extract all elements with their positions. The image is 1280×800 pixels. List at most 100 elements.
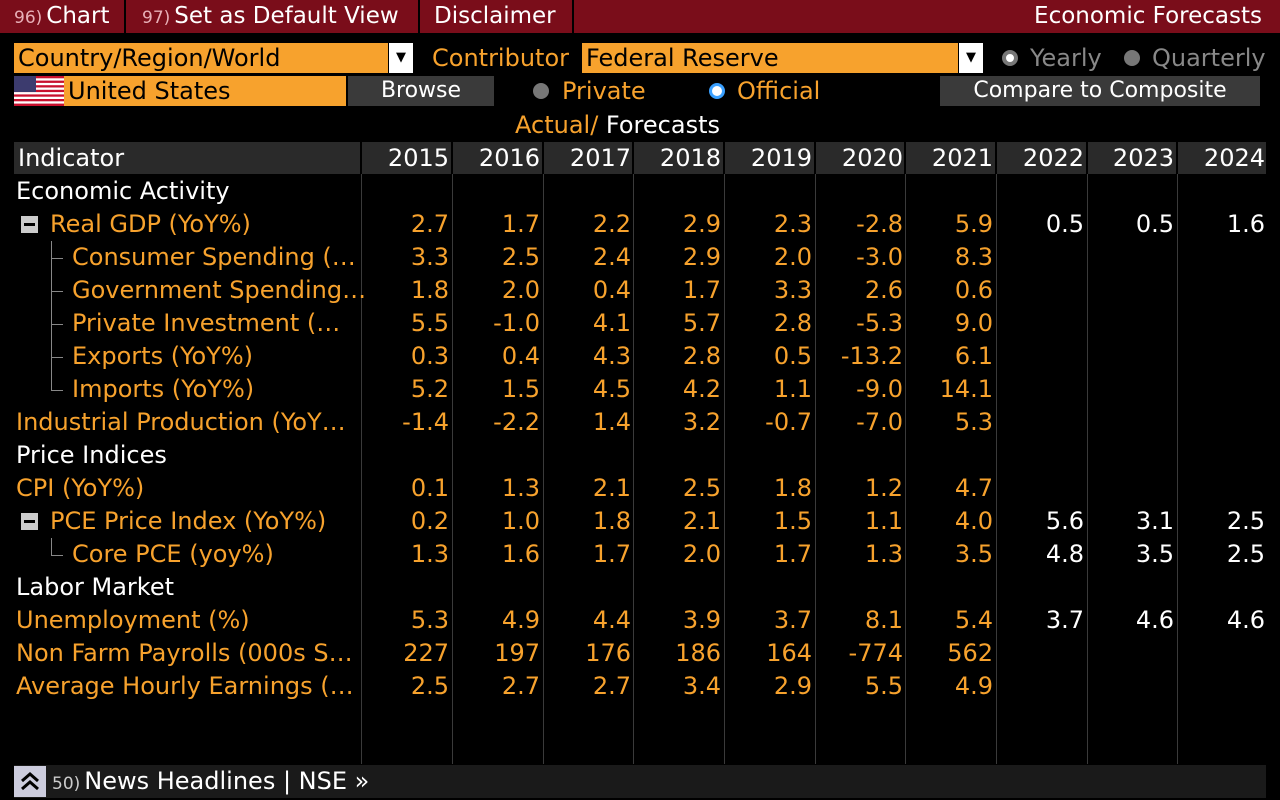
table-row[interactable]: Consumer Spending (… 3.3 2.5 2.4 2.9 2.0 -3.0 8…: [0, 241, 1280, 274]
region-select[interactable]: Country/Region/World: [14, 43, 388, 73]
value-cell: 2.5: [1226, 540, 1265, 568]
footer-bar: [14, 765, 1266, 798]
indicator-label: Industrial Production (YoY…: [16, 408, 346, 436]
value-cell: [1185, 241, 1265, 274]
collapse-up-icon[interactable]: [14, 766, 46, 797]
official-label: Official: [737, 77, 821, 105]
value-cell: 4.9: [501, 606, 540, 634]
value-cell: 3.4: [682, 672, 721, 700]
indicator-label: Private Investment (…: [72, 309, 341, 337]
chevron-down-icon[interactable]: ▼: [959, 43, 983, 73]
value-cell: 1.7: [682, 276, 721, 304]
table-row[interactable]: CPI (YoY%) 0.1 1.3 2.1 2.5 1.8 1.2 4.7: [0, 472, 1280, 505]
value-cell: 4.0: [954, 507, 993, 535]
value-cell: 1.4: [592, 408, 631, 436]
indicator-label: CPI (YoY%): [16, 474, 145, 502]
value-cell: -13.2: [840, 342, 903, 370]
value-cell: 0.4: [592, 276, 631, 304]
value-cell: [1094, 670, 1174, 703]
table-row[interactable]: Non Farm Payrolls (000s S… 227 197 176 186 16…: [0, 637, 1280, 670]
table-row[interactable]: Real GDP (YoY%) 2.7 1.7 2.2 2.9 2.3 -2.8 5.9 0.5…: [0, 208, 1280, 241]
value-cell: [1185, 340, 1265, 373]
browse-button[interactable]: Browse: [348, 76, 494, 106]
value-cell: [1004, 274, 1084, 307]
year-header: 2024: [1203, 144, 1265, 172]
value-cell: 2.5: [682, 474, 721, 502]
table-row[interactable]: Private Investment (… 5.5 -1.0 4.1 5.7 2.8 -5.…: [0, 307, 1280, 340]
page-title: Economic Forecasts: [1034, 3, 1262, 29]
table-row[interactable]: Average Hourly Earnings (… 2.5 2.7 2.7 3.4 2.…: [0, 670, 1280, 703]
value-cell: 5.9: [954, 210, 993, 238]
value-cell: 1.3: [410, 540, 449, 568]
table-row[interactable]: Industrial Production (YoY… -1.4 -2.2 1.4 3.…: [0, 406, 1280, 439]
value-cell: 2.6: [864, 276, 903, 304]
news-headlines-link[interactable]: 50) News Headlines | NSE »: [52, 767, 370, 795]
collapse-minus-icon[interactable]: [21, 513, 38, 530]
quarterly-radio[interactable]: [1124, 50, 1140, 66]
yearly-radio[interactable]: [1002, 50, 1018, 66]
collapse-minus-icon[interactable]: [21, 216, 38, 233]
value-cell: 2.9: [682, 210, 721, 238]
value-cell: [1185, 373, 1265, 406]
chevron-down-icon[interactable]: ▼: [389, 43, 413, 73]
chart-button[interactable]: 96) Chart: [14, 3, 110, 29]
value-cell: 4.6: [1135, 606, 1174, 634]
value-cell: 0.6: [954, 276, 993, 304]
table-row[interactable]: Core PCE (yoy%) 1.3 1.6 1.7 2.0 1.7 1.3 3.5 4.8 3…: [0, 538, 1280, 571]
value-cell: 6.1: [954, 342, 993, 370]
value-cell: -9.0: [856, 375, 903, 403]
value-cell: 5.5: [410, 309, 449, 337]
value-cell: [1004, 670, 1084, 703]
private-radio[interactable]: [533, 83, 549, 99]
disclaimer-button[interactable]: Disclaimer: [434, 3, 556, 29]
value-cell: [1094, 406, 1174, 439]
value-cell: 5.3: [410, 606, 449, 634]
toolbar-divider: [124, 0, 126, 33]
tree-line: [51, 307, 52, 340]
table-header: [14, 142, 1266, 174]
header-divider: [723, 142, 725, 174]
section-header-row: Price Indices: [0, 439, 1280, 472]
toolbar-divider: [572, 0, 574, 33]
toolbar-divider: [418, 0, 420, 33]
indicator-label: PCE Price Index (YoY%): [50, 507, 327, 535]
value-cell: 4.3: [592, 342, 631, 370]
table-row[interactable]: PCE Price Index (YoY%) 0.2 1.0 1.8 2.1 1.5 1.1…: [0, 505, 1280, 538]
section-title: Labor Market: [16, 573, 174, 601]
compare-to-composite-button[interactable]: Compare to Composite: [940, 76, 1260, 106]
section-header-row: Economic Activity: [0, 175, 1280, 208]
value-cell: 0.4: [501, 342, 540, 370]
table-row[interactable]: Government Spending… 1.8 2.0 0.4 1.7 3.3 2.6 0.…: [0, 274, 1280, 307]
value-cell: 4.8: [1045, 540, 1084, 568]
country-field[interactable]: United States: [64, 76, 346, 106]
year-header: 2017: [569, 144, 631, 172]
official-radio[interactable]: [709, 83, 725, 99]
value-cell: 1.0: [501, 507, 540, 535]
table-row[interactable]: Exports (YoY%) 0.3 0.4 4.3 2.8 0.5 -13.2 6.1: [0, 340, 1280, 373]
value-cell: -774: [848, 639, 903, 667]
value-cell: 1.2: [864, 474, 903, 502]
table-row[interactable]: Unemployment (%) 5.3 4.9 4.4 3.9 3.7 8.1 5.4 3.7…: [0, 604, 1280, 637]
value-cell: -2.2: [493, 408, 540, 436]
value-cell: 3.5: [1135, 540, 1174, 568]
value-cell: 0.5: [1045, 210, 1084, 238]
contributor-select[interactable]: Federal Reserve: [582, 43, 958, 73]
column-divider: [633, 174, 634, 764]
value-cell: 3.7: [773, 606, 812, 634]
value-cell: 5.4: [954, 606, 993, 634]
contributor-label: Contributor: [432, 44, 570, 72]
table-row[interactable]: Imports (YoY%) 5.2 1.5 4.5 4.2 1.1 -9.0 14.1: [0, 373, 1280, 406]
value-cell: [1094, 472, 1174, 505]
value-cell: 1.1: [773, 375, 812, 403]
header-divider: [542, 142, 544, 174]
value-cell: 0.5: [1135, 210, 1174, 238]
year-header: 2019: [750, 144, 812, 172]
value-cell: 3.2: [682, 408, 721, 436]
indicator-label: Imports (YoY%): [72, 375, 255, 403]
column-divider: [452, 174, 453, 764]
value-cell: 2.7: [410, 210, 449, 238]
column-divider: [815, 174, 816, 764]
column-divider: [1177, 174, 1178, 764]
value-cell: 0.3: [410, 342, 449, 370]
set-default-view-button[interactable]: 97) Set as Default View: [142, 3, 399, 29]
